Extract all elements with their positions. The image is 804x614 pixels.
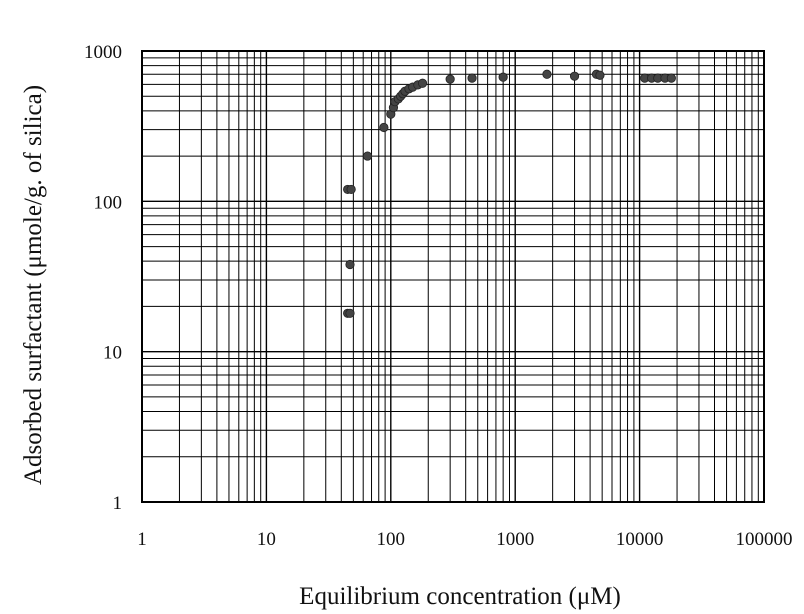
x-tick-label: 100000 [736, 529, 793, 550]
data-point [498, 72, 508, 82]
data-point [445, 74, 455, 84]
data-point [379, 122, 389, 133]
x-axis-title: Equilibrium concentration (μM) [299, 583, 621, 610]
x-tick-label: 10000 [616, 529, 664, 550]
data-point [345, 308, 355, 318]
y-tick-label: 1 [113, 493, 123, 514]
data-point [569, 71, 580, 81]
y-tick-label: 10 [103, 343, 122, 364]
data-points [343, 69, 676, 318]
data-point [595, 70, 605, 80]
data-point [417, 78, 428, 88]
x-tick-labels: 1 10 100 1000 10000 100000 [137, 529, 792, 550]
x-tick-label: 1 [137, 529, 147, 550]
y-tick-label: 1000 [84, 42, 122, 63]
x-tick-label: 100 [377, 529, 406, 550]
data-point [467, 73, 477, 83]
plot-frame [141, 50, 765, 503]
data-point [362, 151, 373, 161]
data-point [542, 69, 552, 79]
x-gridlines [141, 51, 759, 502]
y-gridlines [142, 57, 764, 503]
y-axis-title: Adsorbed surfactant (μmole/g. of silica) [20, 85, 47, 485]
x-tick-label: 10 [257, 529, 276, 550]
data-point [346, 184, 356, 195]
y-tick-label: 100 [94, 192, 123, 213]
x-tick-label: 1000 [496, 529, 534, 550]
data-point [666, 73, 676, 83]
data-point [345, 259, 355, 270]
y-tick-labels: 1 10 100 1000 [84, 42, 122, 514]
